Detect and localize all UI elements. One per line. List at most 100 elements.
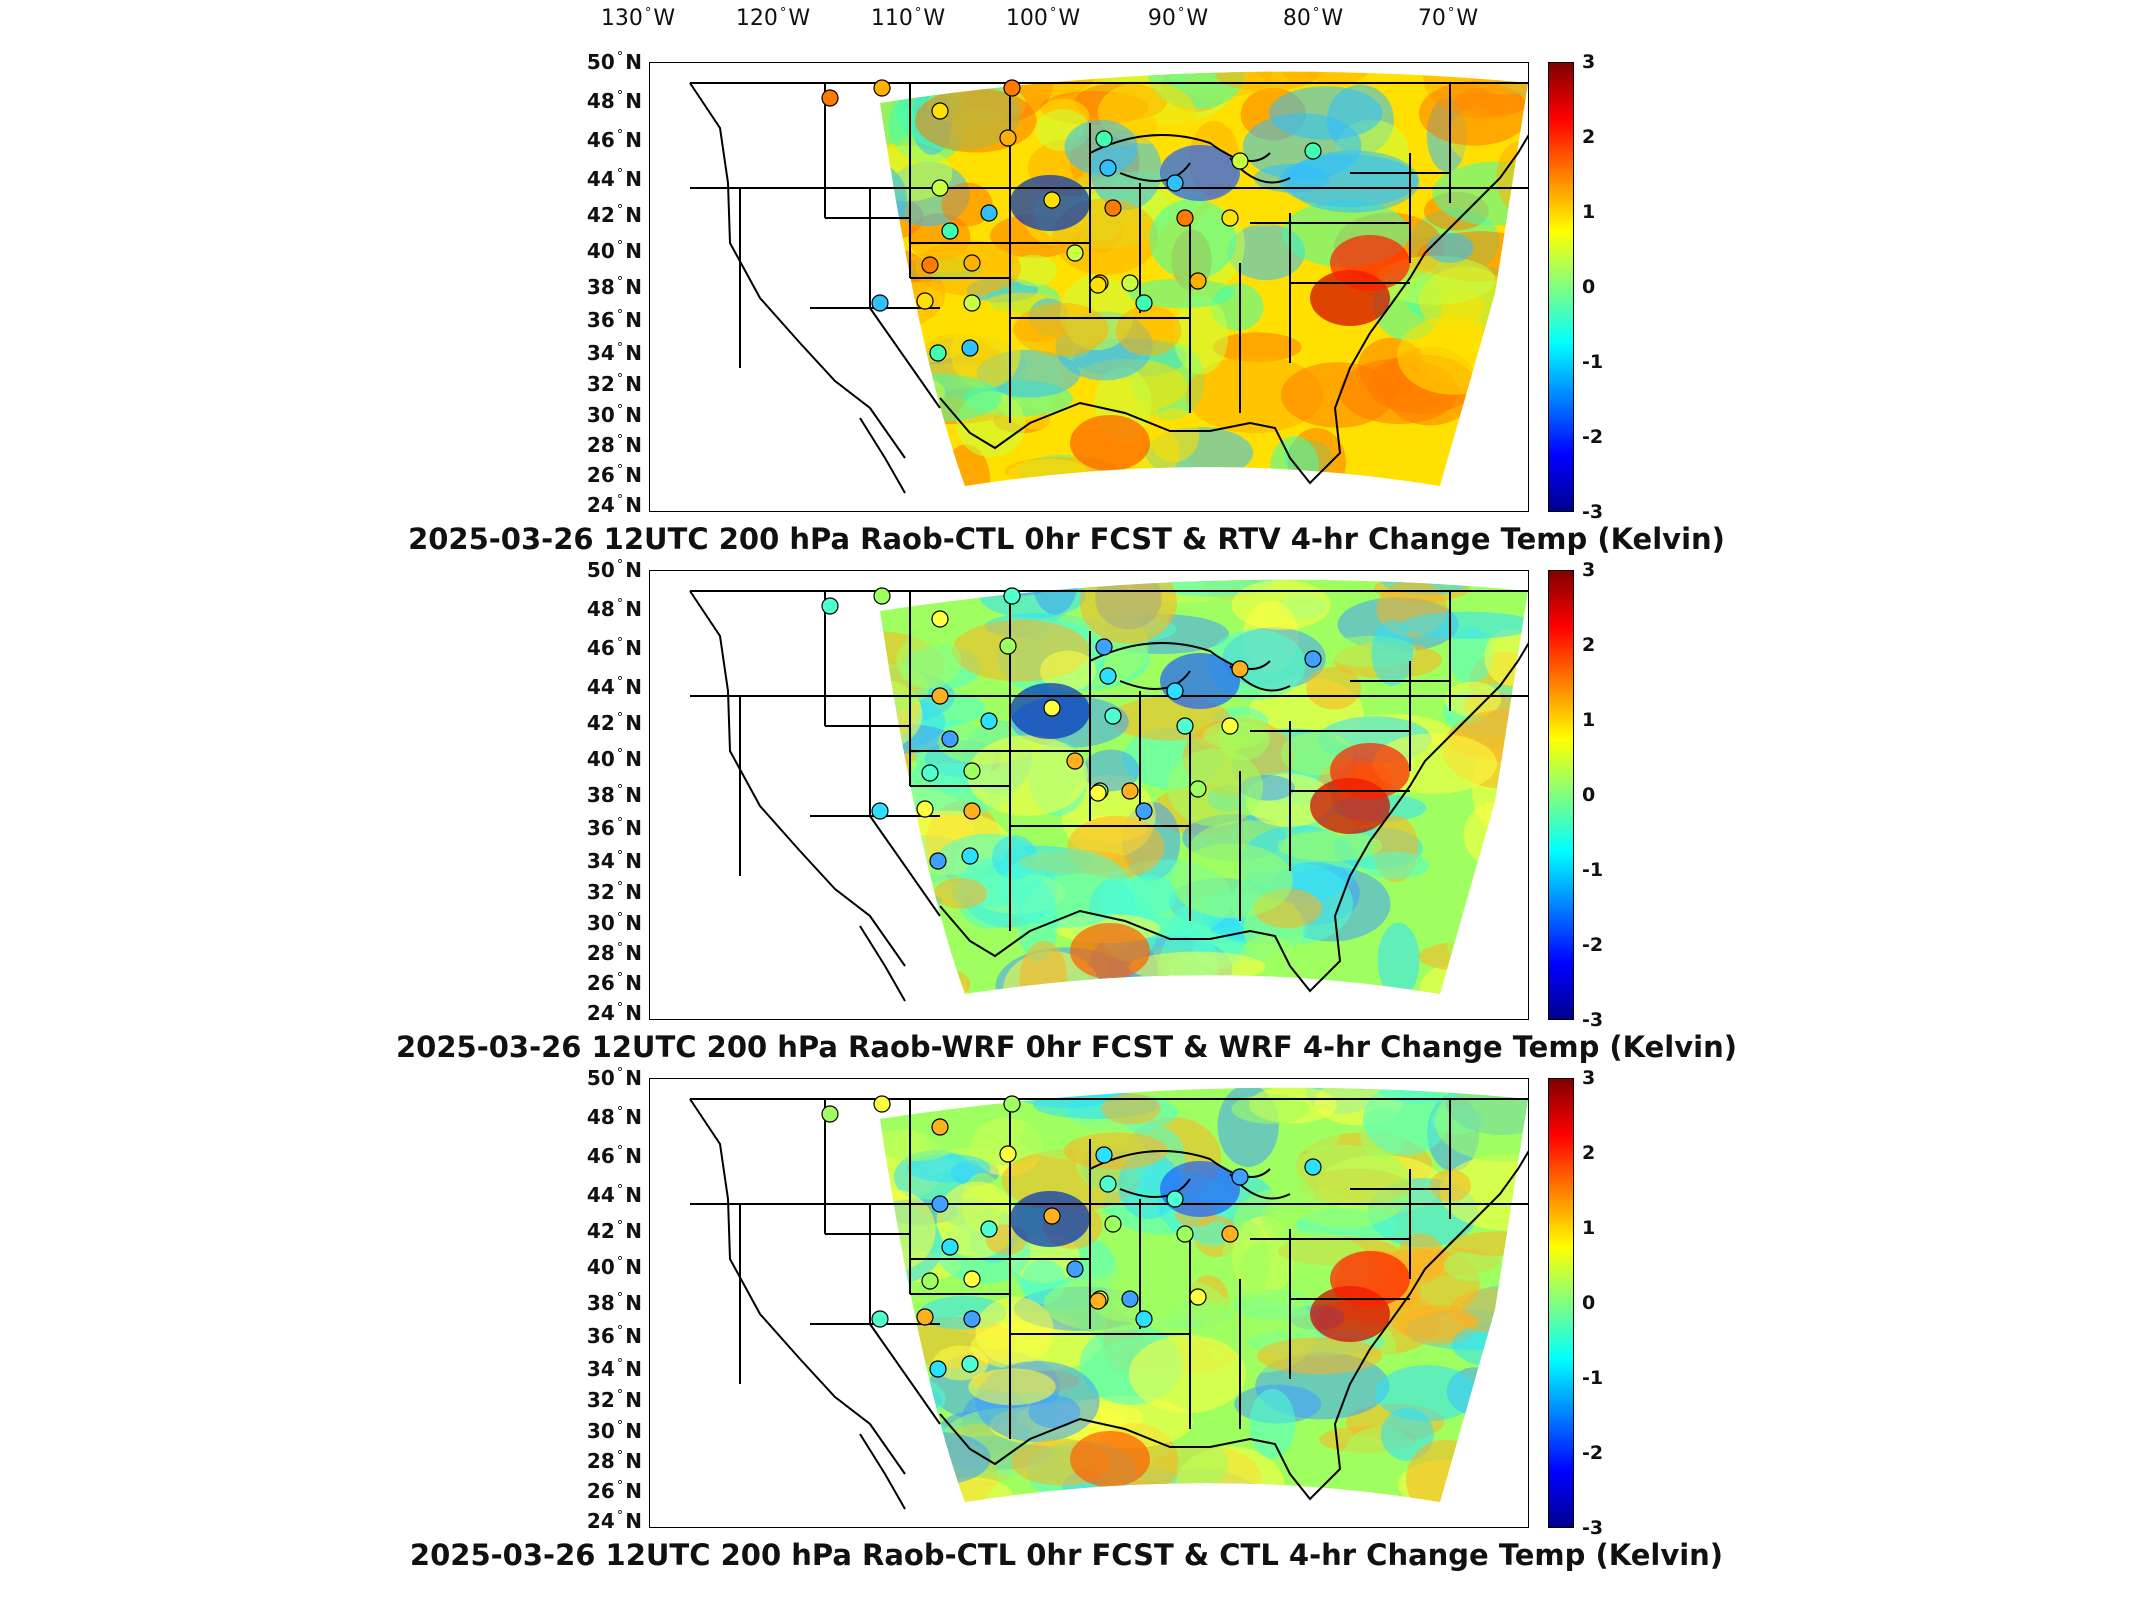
hemisphere-suffix: N bbox=[625, 880, 642, 904]
raob-station-marker bbox=[1166, 1190, 1184, 1208]
raob-station-marker bbox=[963, 762, 981, 780]
latitude-label: 40 ° N bbox=[578, 747, 642, 771]
latitude-value: 50 bbox=[586, 50, 615, 74]
hemisphere-suffix: N bbox=[625, 50, 642, 74]
latitude-label: 40 ° N bbox=[578, 1255, 642, 1279]
hemisphere-suffix: N bbox=[625, 275, 642, 299]
latitude-value: 24 bbox=[586, 1001, 615, 1025]
latitude-value: 28 bbox=[586, 941, 615, 965]
hemisphere-suffix: W bbox=[1456, 6, 1479, 31]
raob-station-marker bbox=[1099, 1175, 1117, 1193]
hemisphere-suffix: N bbox=[625, 1479, 642, 1503]
raob-station-marker bbox=[1189, 272, 1207, 290]
latitude-value: 46 bbox=[586, 636, 615, 660]
raob-station-marker bbox=[1121, 1290, 1139, 1308]
longitude-label: 70 °W bbox=[1418, 6, 1478, 31]
latitude-value: 46 bbox=[586, 1144, 615, 1168]
colorbar-tick: -2 bbox=[1582, 426, 1604, 448]
colorbar-tick: -1 bbox=[1582, 351, 1604, 373]
degree-symbol: ° bbox=[616, 341, 624, 356]
raob-station-marker bbox=[916, 800, 934, 818]
hemisphere-suffix: N bbox=[625, 636, 642, 660]
degree-symbol: ° bbox=[616, 558, 624, 573]
hemisphere-suffix: N bbox=[625, 372, 642, 396]
raob-station-marker bbox=[1003, 79, 1021, 97]
hemisphere-suffix: N bbox=[625, 1509, 642, 1533]
latitude-value: 42 bbox=[586, 711, 615, 735]
raob-station-marker bbox=[1066, 752, 1084, 770]
degree-symbol: ° bbox=[779, 6, 787, 21]
degree-symbol: ° bbox=[616, 880, 624, 895]
raob-station-marker bbox=[963, 294, 981, 312]
raob-station-marker bbox=[921, 764, 939, 782]
latitude-label: 42 ° N bbox=[578, 1219, 642, 1243]
degree-symbol: ° bbox=[616, 167, 624, 182]
degree-symbol: ° bbox=[914, 6, 922, 21]
degree-symbol: ° bbox=[616, 493, 624, 508]
colorbar-tick: -2 bbox=[1582, 1442, 1604, 1464]
raob-station-marker bbox=[1043, 191, 1061, 209]
latitude-value: 44 bbox=[586, 167, 615, 191]
longitude-label: 110 °W bbox=[871, 6, 945, 31]
raob-station-marker bbox=[916, 1308, 934, 1326]
raob-station-marker bbox=[1189, 1288, 1207, 1306]
raob-station-marker bbox=[963, 802, 981, 820]
raob-station-marker bbox=[873, 1095, 891, 1113]
raob-station-marker bbox=[1166, 682, 1184, 700]
latitude-value: 38 bbox=[586, 275, 615, 299]
hemisphere-suffix: N bbox=[625, 1419, 642, 1443]
latitude-label: 38 ° N bbox=[578, 1291, 642, 1315]
latitude-label: 30 ° N bbox=[578, 1419, 642, 1443]
temperature-map bbox=[649, 1078, 1529, 1528]
colorbar-tick: -2 bbox=[1582, 934, 1604, 956]
latitude-value: 40 bbox=[586, 747, 615, 771]
degree-symbol: ° bbox=[616, 308, 624, 323]
latitude-value: 30 bbox=[586, 911, 615, 935]
raob-station-marker bbox=[961, 1355, 979, 1373]
panel-title: 2025-03-26 12UTC 200 hPa Raob-WRF 0hr FC… bbox=[395, 1030, 1737, 1064]
colorbar bbox=[1548, 570, 1574, 1020]
degree-symbol: ° bbox=[616, 463, 624, 478]
colorbar-tick: -3 bbox=[1582, 1009, 1604, 1031]
latitude-value: 30 bbox=[586, 403, 615, 427]
raob-station-marker bbox=[1231, 1168, 1249, 1186]
colorbar-tick: 1 bbox=[1582, 709, 1596, 731]
raob-station-marker bbox=[929, 344, 947, 362]
raob-station-marker bbox=[1089, 276, 1107, 294]
latitude-label: 32 ° N bbox=[578, 1388, 642, 1412]
latitude-value: 38 bbox=[586, 783, 615, 807]
raob-station-marker bbox=[873, 587, 891, 605]
hemisphere-suffix: N bbox=[625, 711, 642, 735]
longitude-label: 90 °W bbox=[1148, 6, 1208, 31]
raob-station-marker bbox=[1121, 274, 1139, 292]
latitude-value: 26 bbox=[586, 463, 615, 487]
hemisphere-suffix: N bbox=[625, 308, 642, 332]
raob-station-marker bbox=[1066, 1260, 1084, 1278]
raob-station-marker bbox=[941, 1238, 959, 1256]
hemisphere-suffix: N bbox=[625, 403, 642, 427]
colorbar-tick: -1 bbox=[1582, 1367, 1604, 1389]
degree-symbol: ° bbox=[616, 1219, 624, 1234]
latitude-value: 44 bbox=[586, 675, 615, 699]
colorbar-tick: 3 bbox=[1582, 1067, 1596, 1089]
longitude-value: 120 bbox=[735, 6, 778, 31]
longitude-label: 100 °W bbox=[1006, 6, 1080, 31]
longitude-value: 90 bbox=[1147, 6, 1176, 31]
latitude-value: 32 bbox=[586, 372, 615, 396]
latitude-value: 34 bbox=[586, 849, 615, 873]
state-borders bbox=[689, 590, 1528, 1002]
raob-station-marker bbox=[1089, 1292, 1107, 1310]
hemisphere-suffix: N bbox=[625, 203, 642, 227]
raob-station-marker bbox=[1095, 638, 1113, 656]
latitude-label: 44 ° N bbox=[578, 167, 642, 191]
panel-title: 2025-03-26 12UTC 200 hPa Raob-CTL 0hr FC… bbox=[409, 1538, 1724, 1572]
raob-station-marker bbox=[963, 1310, 981, 1328]
latitude-value: 24 bbox=[586, 493, 615, 517]
hemisphere-suffix: N bbox=[625, 1105, 642, 1129]
raob-station-marker bbox=[873, 79, 891, 97]
latitude-label: 50 ° N bbox=[578, 50, 642, 74]
hemisphere-suffix: N bbox=[625, 911, 642, 935]
latitude-label: 42 ° N bbox=[578, 711, 642, 735]
hemisphere-suffix: N bbox=[625, 783, 642, 807]
raob-station-marker bbox=[980, 712, 998, 730]
